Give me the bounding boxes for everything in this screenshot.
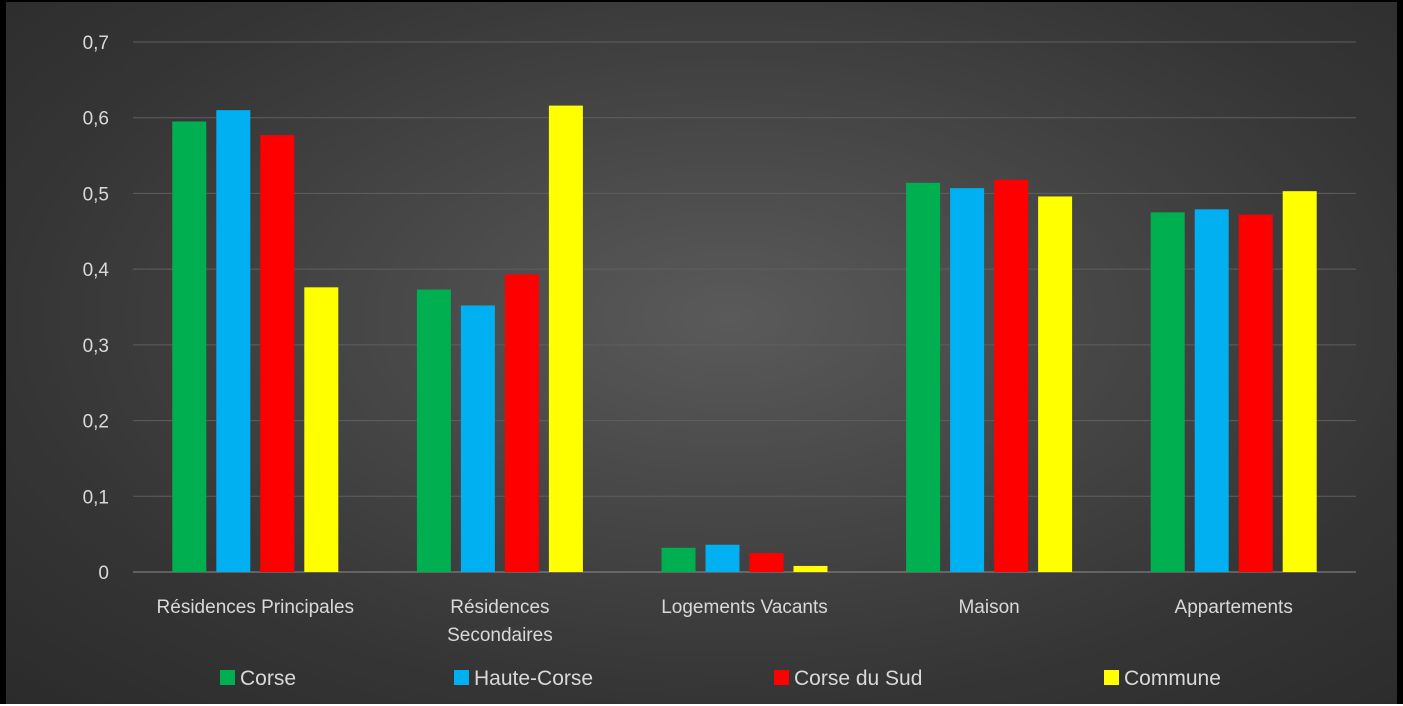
x-category-label: Maison — [958, 597, 1019, 618]
bar — [304, 287, 339, 572]
bar — [994, 179, 1029, 573]
bar — [1038, 196, 1073, 572]
legend-swatch — [1104, 670, 1119, 685]
y-tick-label: 0,4 — [83, 260, 110, 281]
x-axis-category-labels: Résidences Principales Résidences Secondai… — [157, 597, 1293, 646]
y-tick-label: 0,6 — [83, 109, 109, 130]
y-tick-label: 0,5 — [83, 184, 109, 205]
legend-swatch — [774, 670, 789, 685]
x-category-label: Résidences Principales — [157, 597, 355, 618]
bar — [548, 105, 583, 572]
legend-swatch — [454, 670, 469, 685]
legend-label: Commune — [1124, 667, 1221, 690]
y-tick-label: 0 — [98, 563, 109, 584]
legend-swatch — [220, 670, 235, 685]
bar — [1150, 212, 1185, 572]
y-tick-label: 0,3 — [83, 336, 109, 357]
y-tick-label: 0,1 — [83, 487, 109, 508]
bars — [172, 105, 1317, 573]
bar — [1282, 191, 1317, 572]
bar-chart: 0 0,1 0,2 0,3 0,4 0,5 0,6 0,7 Résidences Princi… — [83, 33, 1356, 690]
legend-label: Haute-Corse — [474, 667, 593, 690]
bar — [705, 544, 740, 572]
legend: Corse Haute-Corse Corse du Sud Commune — [220, 667, 1221, 690]
bar — [1194, 209, 1229, 573]
y-tick-label: 0,7 — [83, 33, 109, 54]
legend-label: Corse du Sud — [794, 667, 922, 690]
bar — [504, 274, 539, 572]
bar — [906, 182, 941, 573]
bar — [661, 547, 696, 572]
x-category-label: Secondaires — [447, 625, 553, 646]
bar — [460, 305, 495, 572]
x-category-label: Appartements — [1175, 597, 1293, 618]
y-tick-label: 0,2 — [83, 412, 109, 433]
x-category-label: Logements Vacants — [661, 597, 828, 618]
bar — [416, 289, 451, 572]
y-axis-tick-labels: 0 0,1 0,2 0,3 0,4 0,5 0,6 0,7 — [83, 33, 110, 584]
legend-label: Corse — [240, 667, 296, 690]
bar — [950, 188, 985, 572]
bar — [216, 110, 251, 573]
bar — [172, 121, 207, 572]
x-category-label: Résidences — [450, 597, 549, 618]
bar — [260, 135, 295, 572]
bar — [793, 565, 828, 572]
bar — [1238, 214, 1273, 572]
bar — [749, 553, 784, 572]
